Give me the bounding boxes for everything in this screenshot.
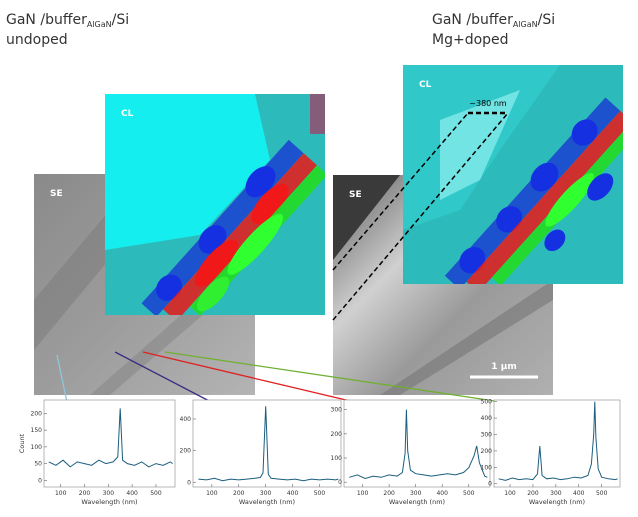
x-axis-label: Wavelength (nm) [239,498,295,506]
panel-title: GaN /bufferAlGaN/Si [6,12,129,29]
spectrum-line [498,401,618,481]
x-tick-label: 300 [550,490,562,497]
y-tick-label: 0 [187,479,191,486]
y-tick-label: 500 [481,399,493,406]
panel-subtitle: Mg+doped [432,32,509,48]
y-tick-label: 400 [180,416,192,423]
cl-label: CL [121,109,134,119]
se-label: SE [50,189,63,199]
x-tick-label: 300 [260,490,272,497]
x-tick-label: 400 [573,490,585,497]
plot-frame [493,399,621,488]
y-tick-label: 100 [31,444,43,451]
x-tick-label: 100 [206,490,218,497]
y-tick-label: 0 [338,479,342,486]
spectrum-line [198,406,339,482]
connectors [56,351,516,405]
spectrum-line [349,409,488,480]
y-tick-label: 0 [38,477,42,484]
x-tick-label: 200 [79,490,91,497]
y-tick-label: 150 [31,427,43,434]
annotation: ~380 nm [469,99,507,108]
x-tick-label: 300 [103,490,115,497]
x-tick-label: 400 [126,490,138,497]
y-tick-label: 300 [481,431,493,438]
x-tick-label: 500 [463,490,475,497]
x-tick-label: 400 [287,490,299,497]
x-tick-label: 100 [357,490,369,497]
y-tick-label: 50 [34,461,42,468]
plot-frame [43,399,176,488]
y-axis-label: Count [18,433,26,453]
panel-title: GaN /bufferAlGaN/Si [432,12,555,29]
x-tick-label: 400 [436,490,448,497]
x-axis-label: Wavelength (nm) [529,498,585,506]
x-tick-label: 500 [314,490,326,497]
y-tick-label: 200 [31,410,43,417]
se-label: SE [349,190,362,200]
x-tick-label: 200 [527,490,539,497]
x-tick-label: 100 [55,490,67,497]
cl-image [105,94,325,315]
scale-label: 1 µm [491,362,516,372]
x-tick-label: 200 [233,490,245,497]
y-tick-label: 200 [481,448,493,455]
y-tick-label: 400 [481,415,493,422]
cl-image [403,65,623,284]
y-tick-label: 100 [481,464,493,471]
x-tick-label: 500 [596,490,608,497]
y-tick-label: 200 [331,431,343,438]
y-tick-label: 200 [180,448,192,455]
x-tick-label: 300 [410,490,422,497]
zoom-lines [332,111,509,321]
x-tick-label: 200 [383,490,395,497]
panel-subtitle: undoped [6,32,68,48]
y-tick-label: 100 [331,455,343,462]
plot-frame [343,399,491,488]
y-tick-label: 300 [331,407,343,414]
x-tick-label: 500 [150,490,162,497]
x-axis-label: Wavelength (nm) [389,498,445,506]
x-axis-label: Wavelength (nm) [81,498,137,506]
x-tick-label: 100 [504,490,516,497]
spectrum-line [48,408,173,468]
y-tick-label: 0 [488,481,492,488]
cl-label: CL [419,80,432,90]
